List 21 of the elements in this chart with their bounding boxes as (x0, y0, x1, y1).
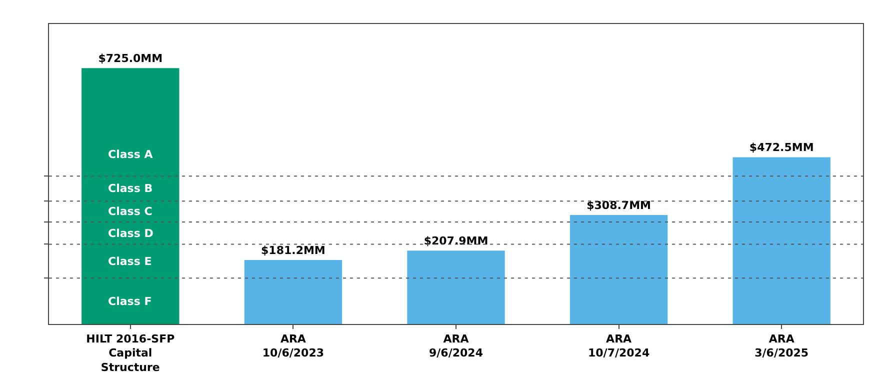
x-tick-label: ARA 9/6/2024 (429, 332, 484, 360)
x-tick-label: HILT 2016-SFP Capital Structure (86, 332, 175, 374)
data-label: $472.5MM (749, 141, 814, 154)
annotation: Class E (108, 255, 152, 268)
data-label: $308.7MM (586, 199, 651, 212)
annotation: Class A (108, 148, 154, 161)
bar (407, 250, 505, 324)
bar (82, 68, 180, 324)
data-label: $725.0MM (98, 52, 163, 66)
x-tick-label: ARA 3/6/2025 (754, 332, 809, 360)
bar (732, 157, 830, 324)
annotation: Class C (108, 205, 152, 218)
data-label: $207.9MM (424, 234, 488, 248)
annotation: Class D (108, 227, 154, 240)
bar (244, 260, 342, 324)
annotation: Class B (108, 182, 153, 195)
x-tick-label: ARA 10/7/2024 (588, 332, 650, 360)
data-label: $181.2MM (261, 244, 326, 258)
bar (570, 215, 668, 324)
annotation: Class F (108, 295, 152, 308)
x-tick-label: ARA 10/6/2023 (262, 332, 324, 360)
